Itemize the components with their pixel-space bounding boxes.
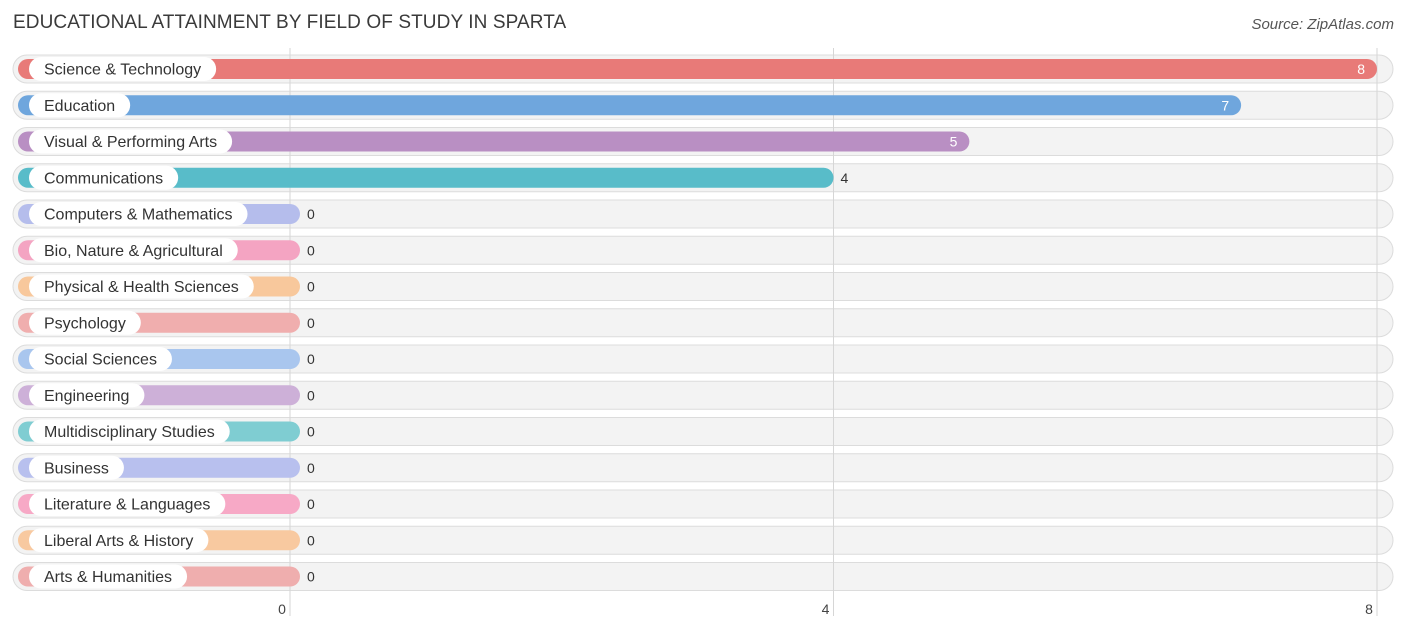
value-label: 0 bbox=[307, 569, 315, 585]
category-label: Education bbox=[44, 98, 115, 115]
category-label: Visual & Performing Arts bbox=[44, 134, 217, 151]
value-label: 4 bbox=[841, 170, 849, 186]
row-background bbox=[12, 308, 1394, 338]
row-background bbox=[12, 199, 1394, 229]
value-label: 0 bbox=[307, 242, 315, 258]
category-label: Multidisciplinary Studies bbox=[44, 424, 215, 441]
category-label-pill bbox=[29, 129, 233, 154]
x-axis-ticks: 0 4 8 bbox=[278, 601, 1373, 617]
bar bbox=[18, 59, 1377, 79]
value-label: 0 bbox=[307, 424, 315, 440]
category-label-pill bbox=[29, 419, 230, 444]
value-label: 5 bbox=[950, 134, 958, 150]
category-label: Computers & Mathematics bbox=[44, 207, 233, 224]
value-label: 0 bbox=[307, 532, 315, 548]
category-label: Communications bbox=[44, 170, 163, 187]
value-label: 0 bbox=[307, 351, 315, 367]
value-label: 7 bbox=[1221, 97, 1229, 113]
value-label: 0 bbox=[307, 460, 315, 476]
row-background bbox=[12, 344, 1394, 374]
category-label-pill bbox=[29, 383, 145, 408]
value-label: 8 bbox=[1357, 61, 1365, 77]
category-label-pill bbox=[29, 455, 124, 480]
x-tick-label: 4 bbox=[822, 601, 830, 617]
category-label: Science & Technology bbox=[44, 62, 201, 79]
category-label-pill bbox=[29, 492, 226, 516]
value-label: 0 bbox=[307, 315, 315, 331]
category-label-pill bbox=[29, 57, 217, 81]
chart-title: EDUCATIONAL ATTAINMENT BY FIELD OF STUDY… bbox=[13, 12, 567, 33]
category-labels: Science & Technology Education Visual & Pe… bbox=[29, 57, 254, 589]
bar bbox=[18, 167, 834, 188]
value-label: 0 bbox=[307, 206, 315, 222]
category-label-pill bbox=[29, 528, 209, 553]
category-label-pill bbox=[29, 238, 238, 263]
x-tick-label: 8 bbox=[1365, 601, 1373, 617]
value-labels: 8 7 5 4 0 0 0 0 0 0 0 0 0 0 0 bbox=[307, 61, 1365, 585]
row-background bbox=[12, 525, 1394, 555]
category-label: Literature & Languages bbox=[44, 497, 210, 514]
bar bbox=[18, 95, 1242, 116]
chart-source: Source: ZipAtlas.com bbox=[1251, 16, 1394, 33]
value-label: 0 bbox=[307, 387, 315, 403]
bar bbox=[18, 131, 970, 152]
category-label: Social Sciences bbox=[44, 352, 157, 369]
category-label-pill bbox=[29, 202, 248, 226]
value-label: 0 bbox=[307, 279, 315, 295]
category-label: Bio, Nature & Agricultural bbox=[44, 243, 223, 260]
value-label: 0 bbox=[307, 496, 315, 512]
category-label-pill bbox=[29, 347, 172, 371]
row-background bbox=[12, 453, 1394, 483]
row-background bbox=[12, 489, 1394, 519]
category-label: Business bbox=[44, 460, 109, 477]
category-label-pill bbox=[29, 93, 131, 118]
category-label: Psychology bbox=[44, 315, 126, 332]
category-label-pill bbox=[29, 310, 141, 335]
row-background bbox=[12, 562, 1394, 591]
category-label-pill bbox=[29, 274, 254, 299]
x-tick-label: 0 bbox=[278, 601, 286, 617]
category-label-pill bbox=[29, 564, 188, 589]
row-background bbox=[12, 380, 1394, 410]
category-label: Liberal Arts & History bbox=[44, 533, 193, 550]
row-background bbox=[12, 272, 1394, 301]
category-label-pill bbox=[29, 165, 179, 190]
category-label: Arts & Humanities bbox=[44, 569, 172, 586]
row-background bbox=[12, 417, 1394, 446]
row-background bbox=[12, 235, 1394, 265]
category-label: Engineering bbox=[44, 388, 129, 405]
category-label: Physical & Health Sciences bbox=[44, 279, 239, 296]
